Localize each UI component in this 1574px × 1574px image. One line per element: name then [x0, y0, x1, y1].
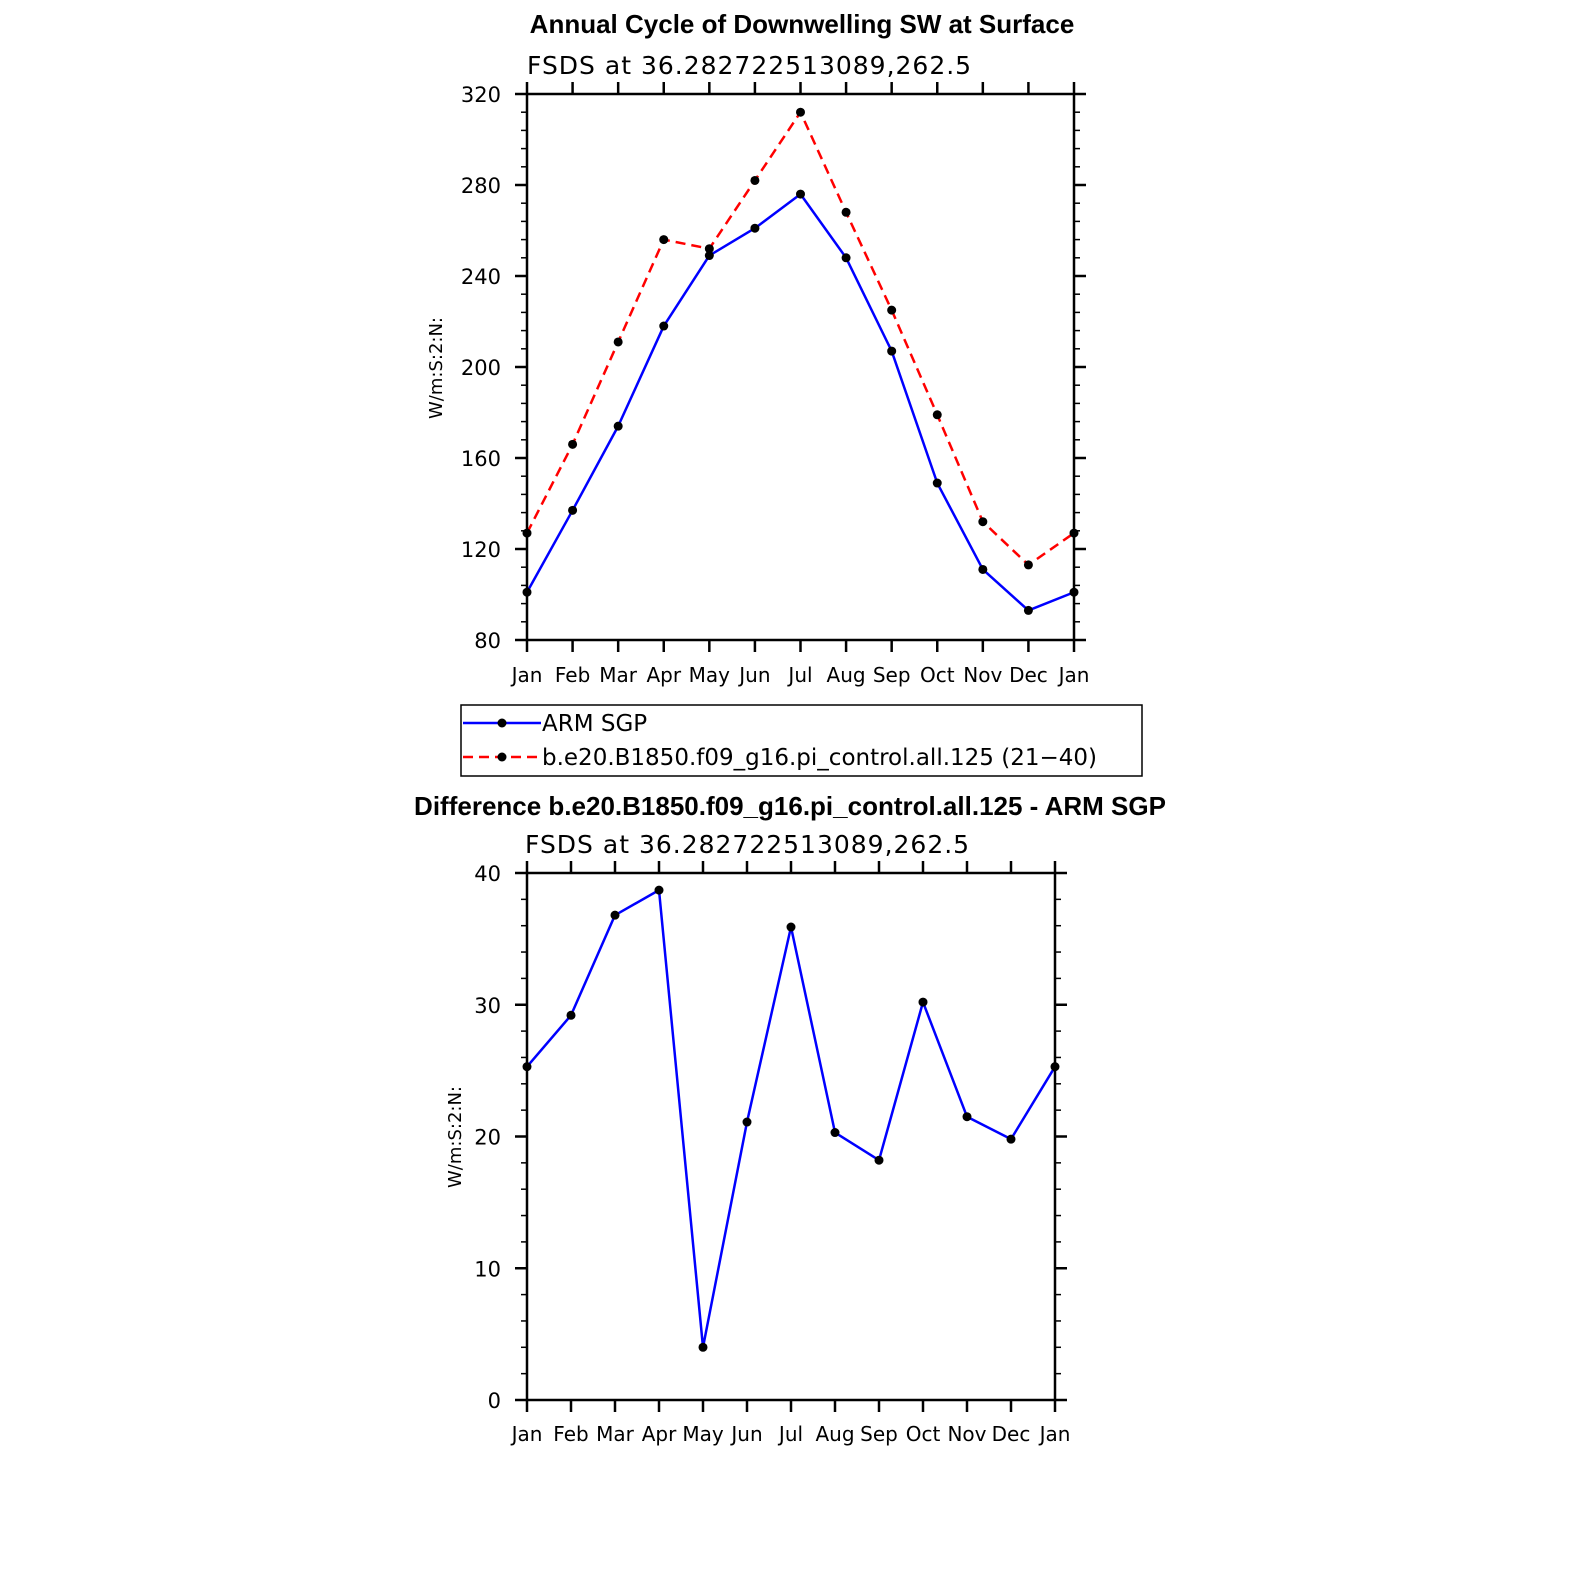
- data-point: [841, 207, 851, 217]
- data-point: [742, 1117, 752, 1127]
- axis-ticks: [515, 82, 1086, 652]
- y-tick-label: 240: [461, 265, 501, 289]
- data-point: [610, 910, 620, 920]
- data-point: [750, 175, 760, 185]
- x-tick-label: Jul: [777, 1422, 803, 1446]
- x-tick-label: Sep: [873, 663, 911, 687]
- data-point: [654, 885, 664, 895]
- data-point: [918, 997, 928, 1007]
- x-tick-label: Feb: [555, 663, 590, 687]
- data-point: [932, 410, 942, 420]
- data-point: [874, 1155, 884, 1165]
- x-tick-label: Feb: [553, 1422, 588, 1446]
- chart-subtitle: FSDS at 36.282722513089,262.5: [525, 830, 970, 859]
- y-tick-label: 40: [474, 862, 501, 886]
- data-point: [659, 321, 669, 331]
- x-tick-label: Jun: [729, 1422, 762, 1446]
- data-point: [1023, 605, 1033, 615]
- x-tick-label: Dec: [1009, 663, 1048, 687]
- axis-ticks: [515, 861, 1067, 1412]
- annual-cycle-chart: Annual Cycle of Downwelling SW at Surfac…: [426, 9, 1089, 687]
- series-line: [526, 888, 1057, 1349]
- y-tick-labels: 80 120 160 200 240 280 320: [461, 83, 501, 653]
- y-tick-label: 20: [474, 1126, 501, 1150]
- x-tick-label: Apr: [642, 1422, 677, 1446]
- y-tick-label: 120: [461, 538, 501, 562]
- x-tick-label: May: [682, 1422, 724, 1446]
- x-tick-label: Oct: [920, 663, 955, 687]
- chart-title: Difference b.e20.B1850.f09_g16.pi_contro…: [414, 791, 1166, 821]
- x-tick-label: Sep: [860, 1422, 898, 1446]
- data-point: [978, 517, 988, 527]
- y-tick-label: 10: [474, 1257, 501, 1281]
- data-point: [1006, 1134, 1016, 1144]
- plot-frame: [525, 871, 1057, 1402]
- y-tick-label: 160: [461, 447, 501, 471]
- x-tick-label: Aug: [827, 663, 866, 687]
- data-point: [698, 1342, 708, 1352]
- chart-subtitle: FSDS at 36.282722513089,262.5: [527, 51, 972, 80]
- x-tick-labels: Jan Feb Mar Apr May Jun Jul Aug Sep Oct Nov Dec Jan: [510, 663, 1090, 687]
- legend-marker-model: [497, 752, 507, 762]
- x-tick-label: Jan: [510, 1422, 543, 1446]
- legend-marker-arm: [497, 718, 507, 728]
- y-tick-label: 200: [461, 356, 501, 380]
- x-tick-label: Jun: [737, 663, 770, 687]
- x-tick-label: Oct: [906, 1422, 941, 1446]
- x-tick-label: Nov: [963, 663, 1002, 687]
- series-line: [525, 192, 1075, 612]
- x-tick-label: May: [689, 663, 731, 687]
- data-point: [704, 251, 714, 261]
- series-group: [522, 107, 1079, 615]
- y-axis-label: W/m:S:2:N:: [445, 1086, 466, 1188]
- y-tick-label: 280: [461, 174, 501, 198]
- legend-box: [460, 704, 1143, 777]
- series-group: [522, 885, 1060, 1352]
- data-point: [887, 305, 897, 315]
- series-line: [525, 110, 1075, 567]
- data-point: [1023, 560, 1033, 570]
- plot-frame: [525, 92, 1076, 642]
- data-point: [786, 922, 796, 932]
- data-point: [796, 189, 805, 199]
- data-point: [796, 107, 805, 117]
- data-point: [887, 346, 897, 356]
- x-tick-labels: Jan Feb Mar Apr May Jun Jul Aug Sep Oct Nov Dec Jan: [510, 1422, 1071, 1446]
- data-point: [659, 235, 669, 245]
- legend-label-arm: ARM SGP: [542, 711, 647, 737]
- y-tick-label: 0: [488, 1389, 501, 1413]
- x-tick-label: Jul: [786, 663, 812, 687]
- y-tick-label: 30: [474, 994, 501, 1018]
- y-axis-label: W/m:S:2:N:: [426, 317, 447, 419]
- data-point: [830, 1128, 840, 1138]
- x-tick-label: Dec: [992, 1422, 1031, 1446]
- x-tick-label: Mar: [599, 663, 638, 687]
- data-point: [962, 1112, 972, 1122]
- y-tick-label: 80: [474, 629, 501, 653]
- x-tick-label: Mar: [596, 1422, 635, 1446]
- data-point: [978, 564, 988, 574]
- data-point: [613, 421, 623, 431]
- data-point: [613, 337, 623, 347]
- x-tick-label: Aug: [815, 1422, 854, 1446]
- x-tick-label: Jan: [1057, 663, 1090, 687]
- x-tick-label: Jan: [510, 663, 543, 687]
- legend: ARM SGP b.e20.B1850.f09_g16.pi_control.a…: [460, 704, 1143, 777]
- difference-chart: Difference b.e20.B1850.f09_g16.pi_contro…: [414, 791, 1166, 1446]
- data-point: [932, 478, 942, 488]
- y-tick-label: 320: [461, 83, 501, 107]
- chart-title: Annual Cycle of Downwelling SW at Surfac…: [530, 9, 1075, 39]
- x-tick-label: Nov: [947, 1422, 986, 1446]
- data-point: [704, 244, 714, 254]
- y-tick-labels: 0 10 20 30 40: [474, 862, 501, 1413]
- data-point: [568, 505, 578, 515]
- x-tick-label: Apr: [646, 663, 681, 687]
- x-tick-label: Jan: [1038, 1422, 1071, 1446]
- data-point: [750, 223, 760, 233]
- data-point: [566, 1010, 576, 1020]
- legend-label-model: b.e20.B1850.f09_g16.pi_control.all.125 (…: [542, 745, 1097, 771]
- data-point: [841, 253, 851, 263]
- data-point: [568, 439, 578, 449]
